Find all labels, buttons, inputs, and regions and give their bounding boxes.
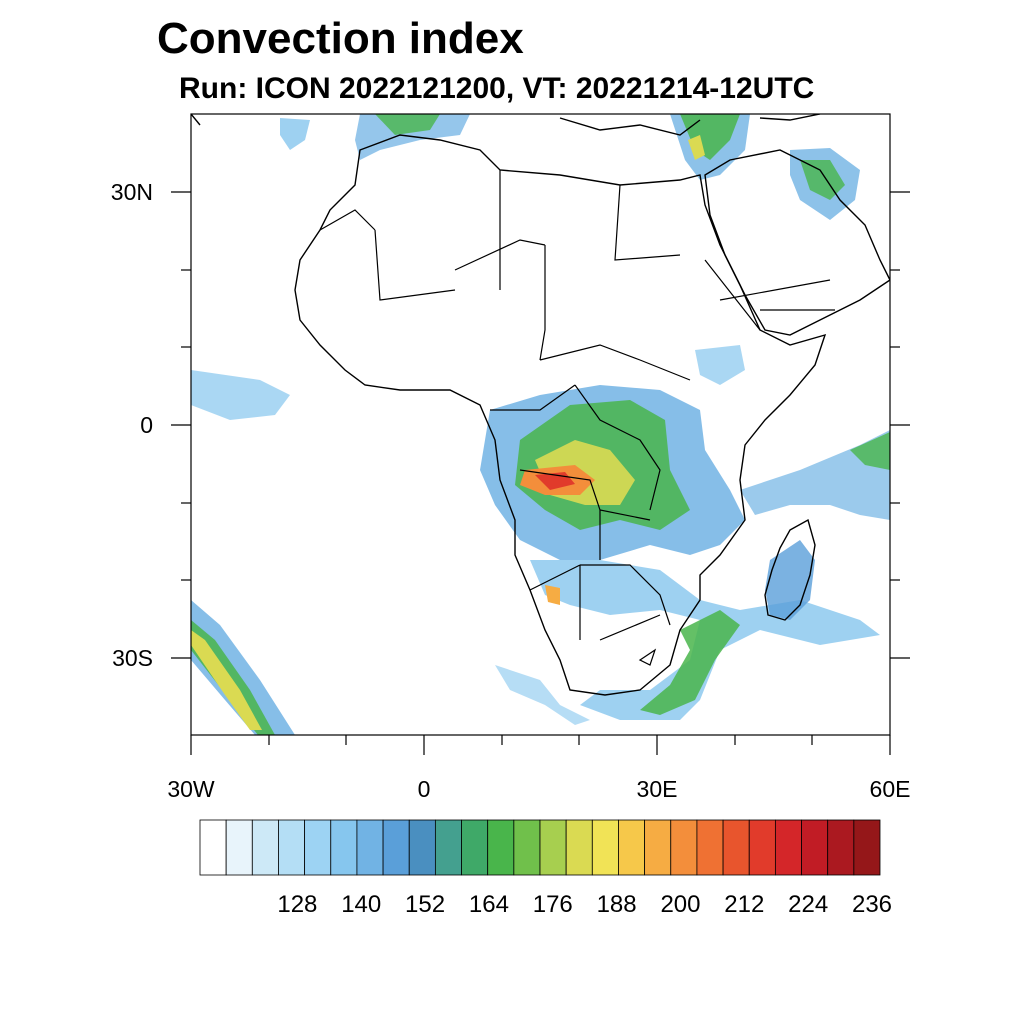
colorbar-swatch — [356, 819, 384, 876]
colorbar-label: 140 — [341, 891, 381, 918]
colorbar — [199, 819, 881, 876]
colorbar-labels: 128 140 152 164 176 188 200 212 224 236 — [277, 891, 892, 918]
colorbar-swatch — [670, 819, 698, 876]
colorbar-swatch — [199, 819, 227, 876]
country-borders — [319, 170, 835, 666]
colorbar-swatch — [722, 819, 750, 876]
chart-subtitle: Run: ICON 2022121200, VT: 20221214-12UTC — [179, 72, 815, 105]
coastlines — [191, 114, 890, 696]
colorbar-swatch — [304, 819, 332, 876]
convection-field — [191, 114, 890, 735]
colorbar-label: 176 — [533, 891, 573, 918]
field-med-west-green — [375, 114, 440, 135]
colorbar-swatch — [591, 819, 619, 876]
colorbar-swatch — [644, 819, 672, 876]
colorbar-swatch — [330, 819, 358, 876]
field-east-africa — [695, 345, 745, 385]
colorbar-swatch — [539, 819, 567, 876]
colorbar-swatch — [618, 819, 646, 876]
colorbar-swatch — [853, 819, 881, 876]
colorbar-swatch — [434, 819, 462, 876]
colorbar-swatch — [382, 819, 410, 876]
field-southern-green — [640, 610, 740, 715]
y-tick-label: 0 — [140, 412, 153, 438]
field-madagascar — [765, 540, 815, 620]
field-southern-orange — [545, 585, 560, 605]
colorbar-label: 128 — [277, 891, 317, 918]
colorbar-label: 188 — [597, 891, 637, 918]
med-north-coast — [191, 114, 821, 136]
field-sw-atlantic-green — [191, 620, 275, 735]
colorbar-swatch — [225, 819, 253, 876]
colorbar-swatch — [565, 819, 593, 876]
madagascar-outline — [764, 518, 816, 621]
colorbar-swatch — [827, 819, 855, 876]
field-sw-atlantic-yellow — [191, 630, 262, 730]
x-tick-label: 30E — [637, 776, 678, 802]
x-tick-label: 30W — [167, 776, 215, 802]
colorbar-swatch — [513, 819, 541, 876]
field-indian-ocean-green — [850, 432, 890, 470]
field-atlantic-equator — [191, 370, 290, 420]
colorbar-swatch — [801, 819, 829, 876]
field-sw-atlantic-blue — [191, 600, 295, 735]
colorbar-swatch — [408, 819, 436, 876]
chart-title: Convection index — [157, 14, 524, 63]
colorbar-label: 236 — [852, 891, 892, 918]
field-atlantic-nw — [280, 118, 310, 150]
y-tick-label: 30S — [112, 645, 153, 671]
field-south-coast — [495, 665, 590, 725]
colorbar-label: 212 — [724, 891, 764, 918]
colorbar-swatch — [461, 819, 489, 876]
colorbar-swatch — [774, 819, 802, 876]
arabia-outline — [704, 149, 890, 336]
colorbar-swatch — [278, 819, 306, 876]
colorbar-swatch — [748, 819, 776, 876]
colorbar-label: 224 — [788, 891, 828, 918]
x-tick-label: 0 — [418, 776, 431, 802]
colorbar-label: 164 — [469, 891, 509, 918]
axis-ticks — [171, 191, 910, 755]
colorbar-swatch — [487, 819, 515, 876]
africa-outline — [294, 134, 827, 696]
colorbar-swatch — [251, 819, 279, 876]
field-levant-yellow — [688, 135, 705, 160]
colorbar-label: 200 — [660, 891, 700, 918]
colorbar-label: 152 — [405, 891, 445, 918]
y-tick-label: 30N — [111, 179, 153, 205]
x-tick-label: 60E — [870, 776, 911, 802]
colorbar-swatch — [696, 819, 724, 876]
